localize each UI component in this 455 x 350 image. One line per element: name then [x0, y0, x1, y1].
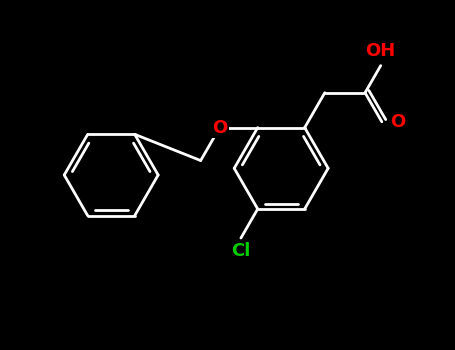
Text: O: O: [390, 113, 405, 131]
Text: OH: OH: [365, 42, 396, 60]
Text: Cl: Cl: [231, 241, 251, 260]
Text: O: O: [212, 119, 228, 136]
